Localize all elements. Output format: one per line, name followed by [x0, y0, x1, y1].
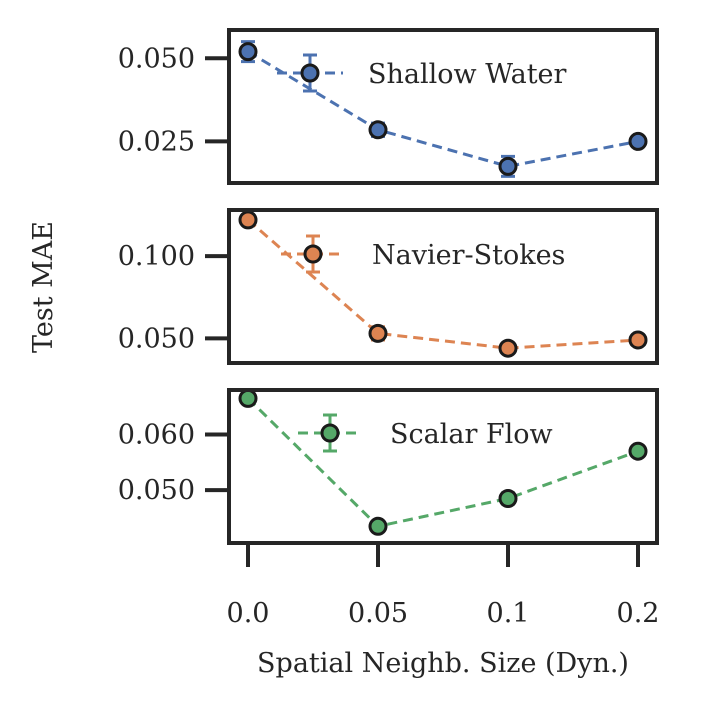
data-point	[498, 488, 518, 508]
x-axis: 0.0 0.05 0.1 0.2	[227, 543, 660, 629]
x-tick-label: 0.2	[617, 598, 660, 629]
legend: Navier-Stokes	[281, 234, 565, 274]
legend-label: Shallow Water	[368, 59, 567, 90]
data-point	[628, 330, 648, 350]
y-axis-label: Test MAE	[28, 221, 59, 353]
data-point	[368, 323, 388, 343]
data-point	[498, 156, 518, 176]
legend-marker	[300, 63, 320, 83]
data-point	[238, 388, 258, 408]
legend: Scalar Flow	[298, 413, 553, 453]
legend-marker	[320, 423, 340, 443]
y-tick-label: 0.050	[118, 43, 195, 74]
data-point	[628, 131, 648, 151]
series-line	[246, 397, 639, 528]
panel-scalar-flow: 0.050 0.060 Scalar Flow	[118, 388, 659, 545]
data-point	[238, 210, 258, 230]
data-point	[628, 441, 648, 461]
y-tick-label: 0.060	[118, 420, 195, 451]
legend-label: Scalar Flow	[390, 419, 553, 450]
axes-frame	[227, 208, 659, 365]
axes-frame	[227, 28, 659, 185]
panel-navier-stokes: 0.050 0.100 Navier-Stokes	[118, 208, 659, 365]
data-point	[498, 338, 518, 358]
y-tick-label: 0.050	[118, 323, 195, 354]
data-point	[368, 516, 388, 536]
series-line	[247, 218, 639, 350]
legend-marker	[303, 244, 323, 264]
data-point	[238, 42, 258, 62]
y-tick-label: 0.100	[118, 241, 195, 272]
legend: Shallow Water	[277, 53, 567, 93]
series-line	[247, 50, 639, 168]
panel-shallow-water: 0.025 0.050 Shallow Water	[118, 28, 659, 185]
x-tick-label: 0.0	[227, 598, 270, 629]
x-tick-label: 0.1	[487, 598, 530, 629]
axes-frame	[227, 388, 659, 545]
legend-label: Navier-Stokes	[372, 240, 565, 271]
x-axis-label: Spatial Neighb. Size (Dyn.)	[257, 648, 629, 679]
data-point	[368, 120, 388, 140]
y-tick-label: 0.050	[118, 475, 195, 506]
x-tick-label: 0.05	[348, 598, 408, 629]
y-tick-label: 0.025	[118, 126, 195, 157]
